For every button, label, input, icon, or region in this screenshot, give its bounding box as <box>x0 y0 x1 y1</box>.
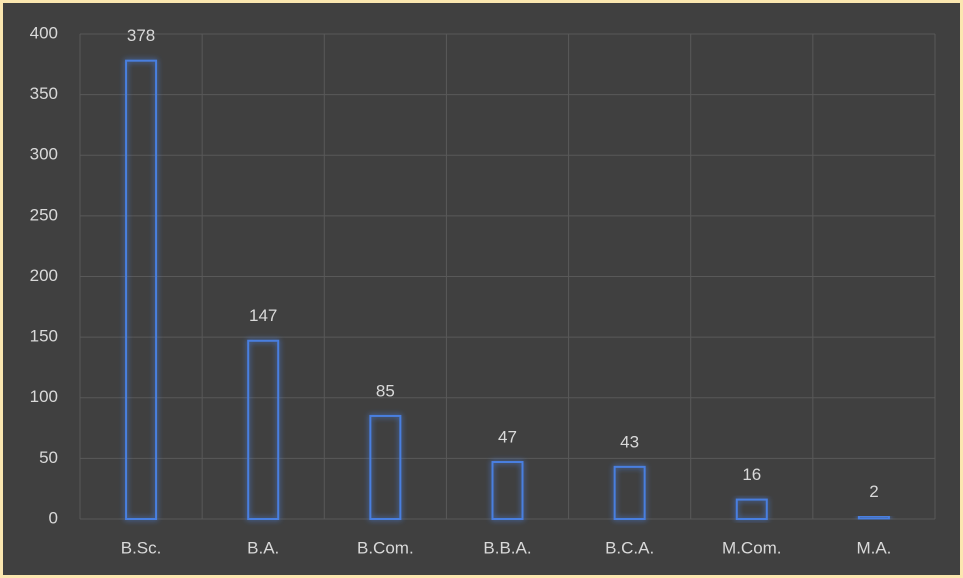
bar <box>247 339 280 521</box>
bar <box>857 515 890 521</box>
chart-background <box>3 3 960 575</box>
y-tick-label: 150 <box>30 327 58 346</box>
y-tick-label: 0 <box>49 508 58 527</box>
x-tick-label: B.Com. <box>357 538 414 557</box>
x-tick-label: M.Com. <box>722 538 782 557</box>
y-tick-label: 250 <box>30 205 58 224</box>
y-tick-label: 350 <box>30 84 58 103</box>
data-label: 16 <box>742 465 761 484</box>
data-label: 378 <box>127 26 155 45</box>
bar <box>369 414 402 520</box>
x-tick-label: B.Sc. <box>121 538 162 557</box>
data-label: 43 <box>620 432 639 451</box>
x-tick-label: B.C.A. <box>605 538 654 557</box>
data-label: 85 <box>376 381 395 400</box>
x-tick-label: B.A. <box>247 538 279 557</box>
bar <box>125 59 158 521</box>
bar <box>491 461 524 521</box>
data-label: 2 <box>869 482 878 501</box>
x-tick-label: B.B.A. <box>483 538 531 557</box>
bar <box>613 465 646 520</box>
y-tick-label: 100 <box>30 387 58 406</box>
y-tick-label: 50 <box>39 448 58 467</box>
bar <box>735 498 768 521</box>
data-label: 47 <box>498 427 517 446</box>
y-tick-label: 300 <box>30 145 58 164</box>
y-tick-label: 200 <box>30 266 58 285</box>
x-tick-label: M.A. <box>856 538 891 557</box>
y-tick-label: 400 <box>30 23 58 42</box>
data-label: 147 <box>249 306 277 325</box>
